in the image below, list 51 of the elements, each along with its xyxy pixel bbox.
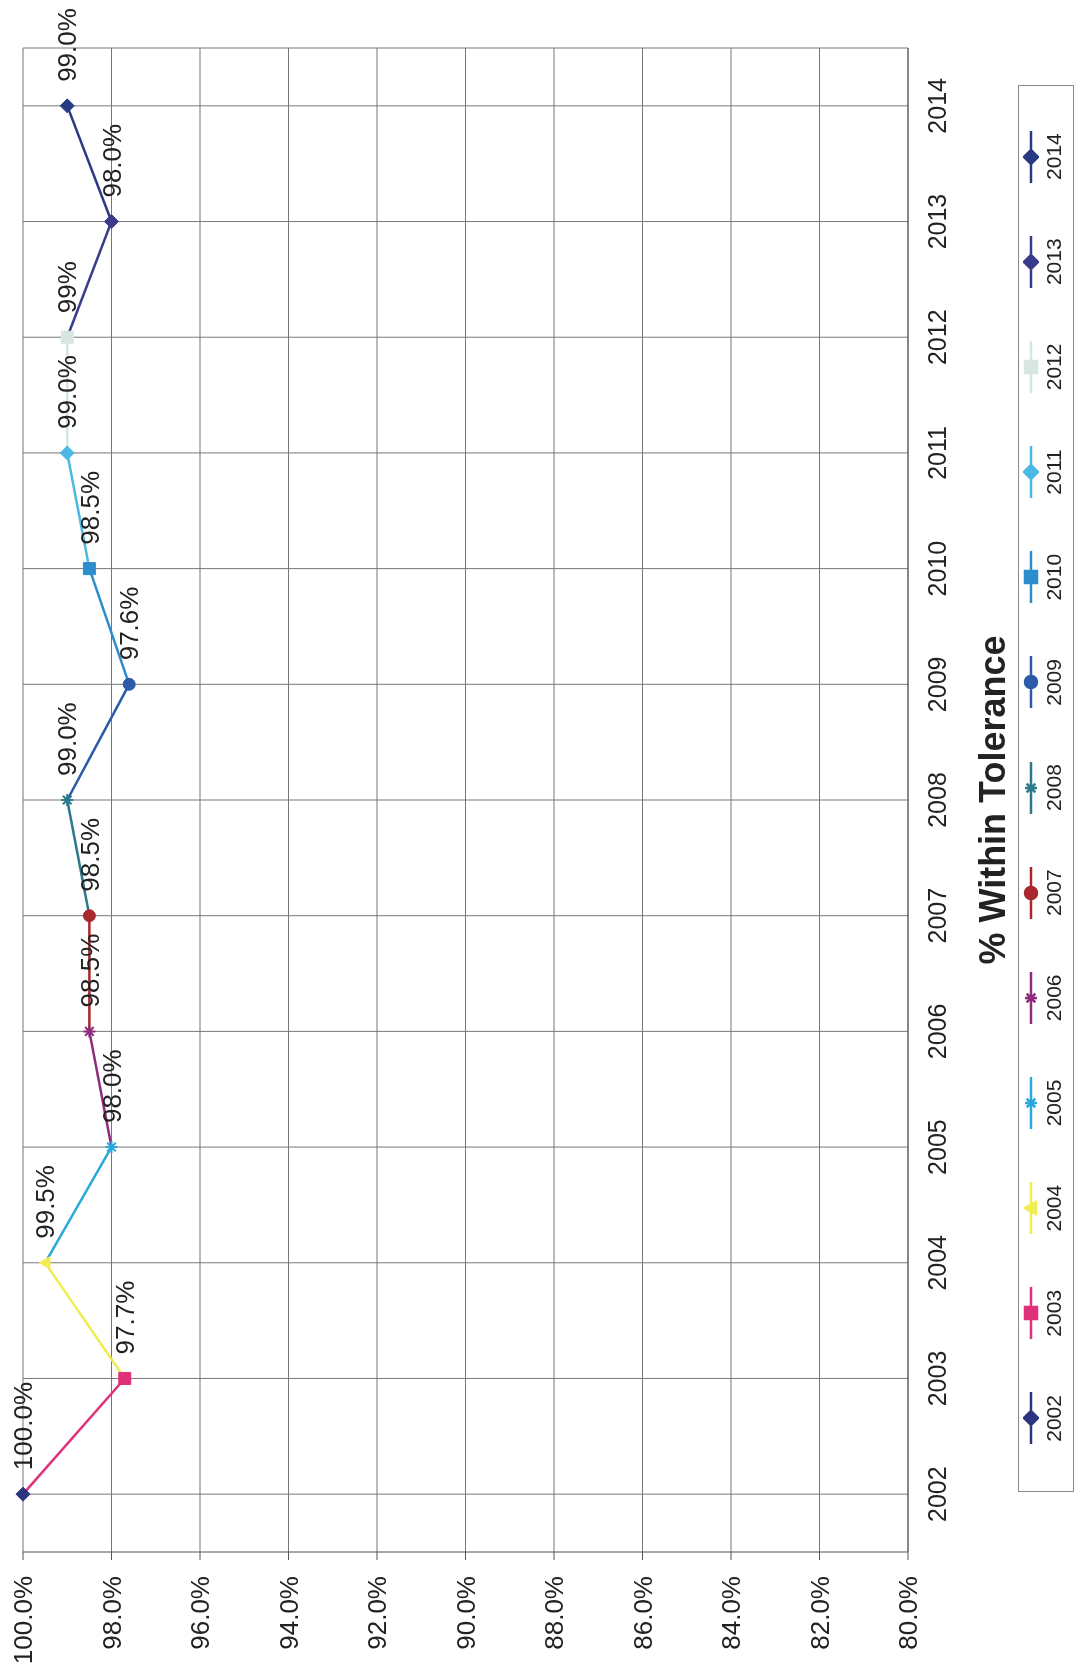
data-label: 98.5% — [74, 470, 105, 545]
legend-label: 2010 — [1042, 553, 1066, 601]
y-tick-label: 2007 — [922, 887, 951, 944]
y-tick-label: 2002 — [922, 1466, 951, 1522]
y-tick-label: 2006 — [922, 1003, 951, 1060]
x-tick-label: 86.0% — [627, 1576, 658, 1650]
x-tick-label: 98.0% — [96, 1576, 127, 1650]
y-tick-label: 2008 — [922, 772, 951, 828]
x-tick-label: 100.0% — [8, 1576, 39, 1665]
legend-label: 2007 — [1042, 869, 1066, 917]
x-tick-label: 82.0% — [804, 1576, 835, 1650]
y-tick-label: 2010 — [922, 540, 951, 597]
data-label: 98.0% — [96, 1049, 127, 1124]
data-label: 99.5% — [30, 1165, 61, 1239]
legend-label: 2009 — [1042, 659, 1066, 706]
legend-label: 2004 — [1042, 1184, 1066, 1232]
legend-label: 2005 — [1042, 1079, 1066, 1127]
data-label: 99.0% — [52, 355, 83, 429]
data-label: 99% — [52, 261, 83, 314]
text: % Within Tolerance — [972, 634, 1013, 967]
legend-label: 2012 — [1042, 343, 1066, 391]
y-tick-label: 2014 — [922, 77, 951, 134]
legend-label: 2011 — [1042, 449, 1066, 495]
data-label: 99.0% — [52, 702, 83, 776]
data-label: 98.5% — [74, 933, 105, 1008]
y-tick-label: 2004 — [922, 1234, 951, 1291]
x-tick-label: 84.0% — [716, 1576, 747, 1650]
legend-label: 2006 — [1042, 974, 1066, 1022]
x-tick-label: 90.0% — [450, 1576, 481, 1650]
data-label: 98.0% — [96, 123, 127, 198]
legend-label: 2002 — [1042, 1395, 1066, 1442]
data-label: 99.0% — [52, 8, 83, 82]
y-tick-label: 2003 — [922, 1350, 951, 1407]
x-tick-label: 92.0% — [362, 1576, 393, 1650]
legend-label: 2014 — [1042, 133, 1066, 180]
y-tick-label: 2012 — [922, 309, 951, 366]
data-label: 100.0% — [8, 1381, 39, 1471]
y-tick-label: 2011 — [922, 426, 951, 480]
y-tick-label: 2013 — [922, 193, 951, 250]
y-tick-label: 2009 — [922, 656, 951, 713]
x-tick-label: 80.0% — [893, 1576, 924, 1650]
y-tick-label: 2005 — [922, 1119, 951, 1175]
legend-label: 2003 — [1042, 1289, 1066, 1337]
legend-label: 2008 — [1042, 764, 1066, 811]
x-tick-label: 94.0% — [273, 1576, 304, 1650]
data-label: 98.5% — [74, 817, 105, 892]
data-label: 97.6% — [114, 586, 145, 661]
x-tick-label: 88.0% — [539, 1576, 570, 1650]
x-tick-label: 96.0% — [185, 1576, 216, 1650]
data-label: 97.7% — [110, 1280, 141, 1355]
legend-label: 2013 — [1042, 238, 1066, 286]
